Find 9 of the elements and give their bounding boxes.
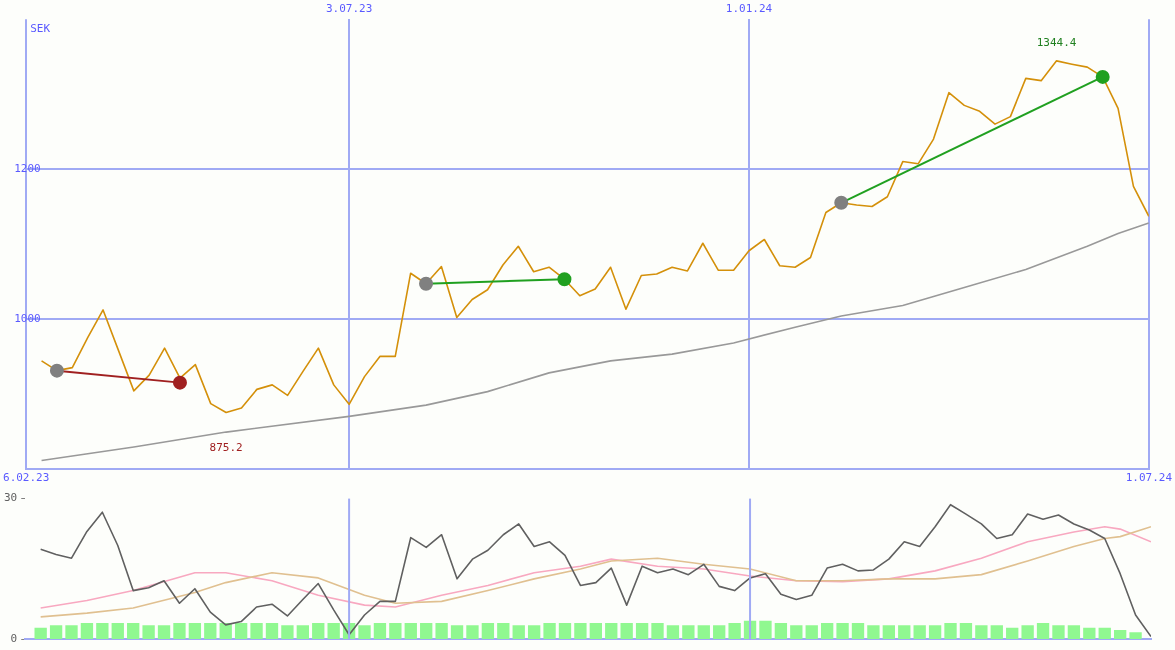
y-tick-label: 30 bbox=[4, 491, 18, 505]
annotation: 875.2 bbox=[209, 440, 243, 454]
x2-tick-label: 1.01.24 bbox=[725, 2, 773, 16]
annotation: 1344.4 bbox=[1036, 36, 1077, 50]
y-axis-title: SEK bbox=[30, 21, 51, 35]
x-tick-label: 6.02.23 bbox=[3, 471, 50, 485]
x2-tick-label: 3.07.23 bbox=[325, 2, 373, 16]
x-tick-label: 1.07.24 bbox=[1125, 471, 1173, 485]
y-tick-label: 0 bbox=[10, 632, 18, 646]
